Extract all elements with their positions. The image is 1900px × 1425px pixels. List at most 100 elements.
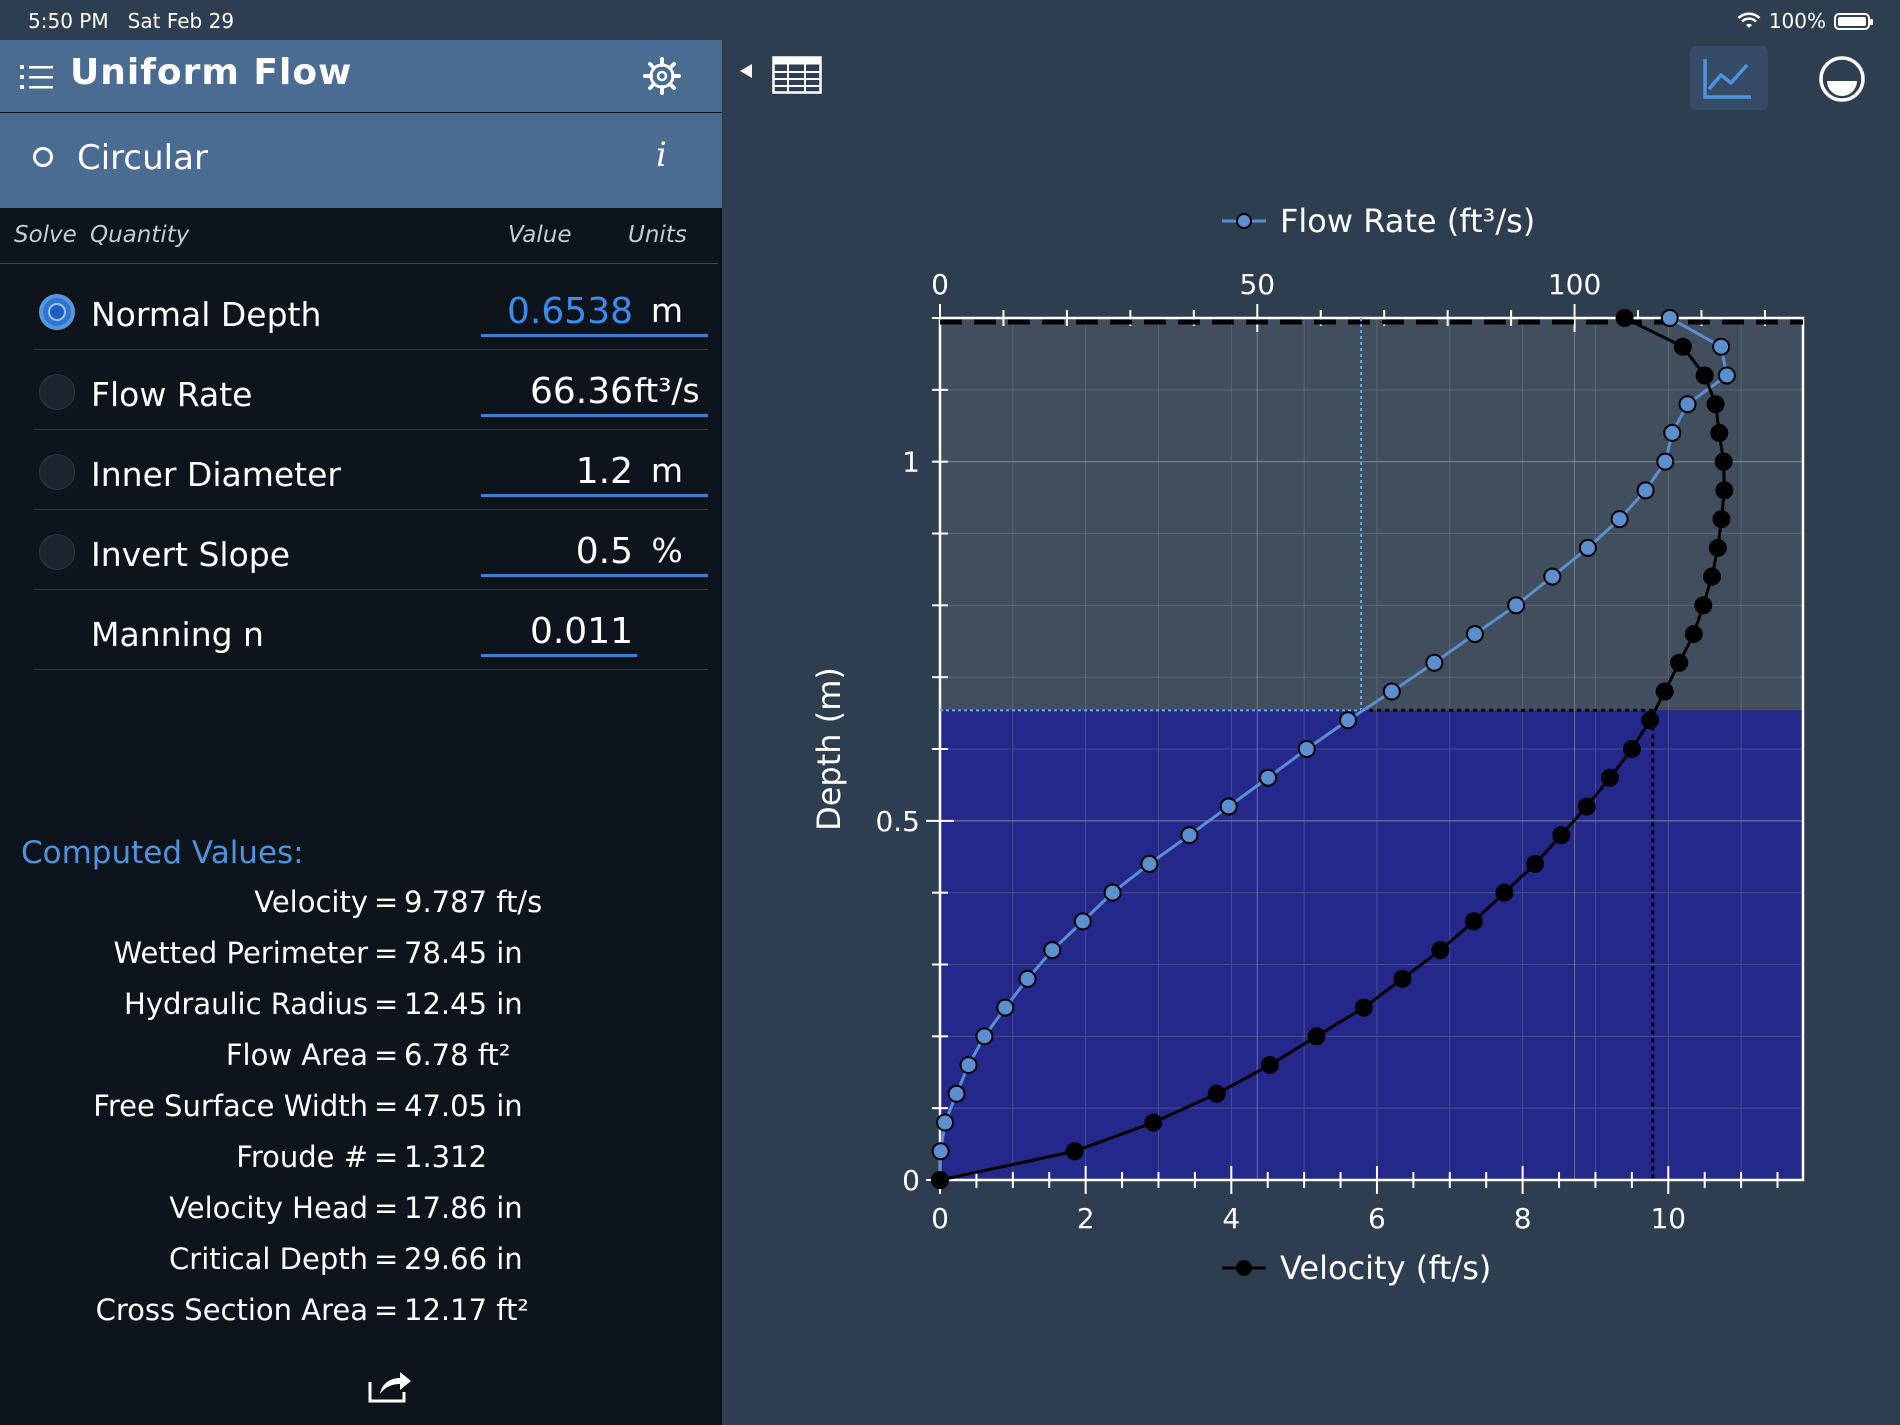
flow-rate-point bbox=[1103, 883, 1122, 902]
velocity-point bbox=[1655, 682, 1674, 701]
circle-shape-icon bbox=[33, 147, 53, 167]
computed-value: 78.45 in bbox=[404, 936, 523, 970]
computed-label: Flow Area bbox=[225, 1038, 368, 1072]
flow-rate-point bbox=[1678, 395, 1697, 414]
flow-rate-point bbox=[1636, 481, 1655, 500]
computed-values-title: Computed Values: bbox=[21, 835, 304, 871]
flow-rate-point bbox=[1465, 625, 1484, 644]
legend-velocity: Velocity (ft/s) bbox=[1222, 1249, 1491, 1287]
flow-rate-point bbox=[931, 1142, 950, 1161]
velocity-point bbox=[1525, 854, 1544, 873]
section-label: Circular bbox=[77, 138, 208, 178]
water-region bbox=[940, 710, 1803, 1180]
row-flow-rate: Flow Rate 66.36 ft³/s bbox=[34, 349, 708, 430]
flow-rate-point bbox=[1663, 423, 1682, 442]
value-field-manning-n[interactable]: 0.011 bbox=[481, 611, 637, 657]
value-field-invert-slope[interactable]: 0.5 bbox=[481, 531, 637, 577]
velocity-point bbox=[1622, 740, 1641, 758]
velocity-point bbox=[1670, 653, 1689, 672]
velocity-point bbox=[1577, 797, 1596, 816]
solve-radio-invert-slope[interactable] bbox=[39, 534, 75, 570]
flow-rate-point bbox=[1259, 768, 1278, 787]
computed-value: 17.86 in bbox=[404, 1191, 523, 1225]
unit-selector-invert-slope[interactable]: % bbox=[626, 531, 708, 577]
flow-rate-point bbox=[1043, 941, 1062, 960]
flow-rate-point bbox=[1543, 567, 1562, 586]
page-title: Uniform Flow bbox=[70, 52, 353, 93]
solve-radio-normal-depth[interactable] bbox=[39, 294, 75, 330]
left-axis-tick-label: 1 bbox=[902, 446, 920, 479]
flow-rate-point bbox=[1656, 452, 1675, 471]
minus-circle-icon[interactable] bbox=[1818, 55, 1866, 103]
top-axis-tick-label: 50 bbox=[1239, 268, 1275, 301]
flow-rate-point bbox=[1339, 711, 1358, 730]
row-manning-n: Manning n 0.011 bbox=[34, 589, 708, 670]
top-axis-tick-label: 0 bbox=[931, 268, 949, 301]
header-units: Units bbox=[628, 222, 687, 248]
legend-label: Flow Rate (ft³/s) bbox=[1280, 202, 1535, 240]
velocity-point bbox=[1715, 481, 1734, 500]
value-field-flow-rate[interactable]: 66.36 bbox=[481, 371, 637, 417]
chart-view-button[interactable] bbox=[1690, 46, 1768, 110]
flow-rate-point bbox=[1073, 912, 1092, 931]
velocity-point bbox=[1710, 423, 1729, 442]
chart-icon[interactable] bbox=[1701, 55, 1755, 101]
computed-value: 6.78 ft² bbox=[404, 1038, 511, 1072]
velocity-point bbox=[1393, 969, 1412, 988]
flow-rate-point bbox=[936, 1113, 955, 1132]
info-icon[interactable]: i bbox=[656, 135, 667, 175]
calculator-panel: Uniform Flow Circular i Solve Quantity V… bbox=[0, 40, 722, 1425]
flow-rate-point bbox=[975, 1027, 994, 1046]
section-selector[interactable]: Circular i bbox=[0, 113, 722, 208]
table-icon[interactable] bbox=[772, 56, 822, 94]
list-icon[interactable] bbox=[20, 64, 54, 90]
status-date: Sat Feb 29 bbox=[127, 9, 235, 33]
collapse-arrow-icon[interactable] bbox=[738, 62, 754, 80]
velocity-point bbox=[1702, 567, 1721, 586]
flow-rate-point bbox=[1712, 337, 1731, 356]
velocity-point bbox=[1714, 452, 1733, 471]
row-label: Invert Slope bbox=[91, 535, 291, 574]
velocity-point bbox=[1144, 1113, 1163, 1132]
equals-sign: = bbox=[374, 1242, 399, 1276]
top-axis-tick-label: 100 bbox=[1548, 268, 1601, 301]
battery-icon bbox=[1834, 12, 1873, 30]
header-solve: Solve bbox=[14, 222, 77, 248]
flow-rate-point bbox=[1180, 826, 1199, 845]
column-headers: Solve Quantity Value Units bbox=[0, 222, 722, 262]
computed-label: Froude # bbox=[236, 1140, 368, 1174]
flow-rate-point bbox=[959, 1056, 978, 1075]
value-field-inner-diameter[interactable]: 1.2 bbox=[481, 451, 637, 497]
velocity-point bbox=[1673, 337, 1692, 356]
velocity-point bbox=[1065, 1142, 1084, 1161]
velocity-point bbox=[1307, 1027, 1326, 1046]
left-axis-tick-label: 0.5 bbox=[875, 805, 920, 838]
bottom-axis-tick-label: 2 bbox=[1077, 1202, 1095, 1235]
unit-selector-flow-rate[interactable]: ft³/s bbox=[626, 371, 708, 417]
velocity-point bbox=[1615, 309, 1634, 327]
velocity-point bbox=[1695, 366, 1714, 385]
flow-rate-point bbox=[947, 1084, 966, 1103]
velocity-point bbox=[1464, 912, 1483, 931]
bottom-axis-tick-label: 6 bbox=[1368, 1202, 1386, 1235]
battery-percent: 100% bbox=[1768, 9, 1826, 33]
legend-flow-rate: Flow Rate (ft³/s) bbox=[1222, 202, 1535, 240]
gear-icon[interactable] bbox=[643, 57, 681, 95]
solve-radio-flow-rate[interactable] bbox=[39, 374, 75, 410]
title-bar: Uniform Flow bbox=[0, 40, 722, 112]
flow-rate-point bbox=[1610, 510, 1629, 529]
solve-radio-inner-diameter[interactable] bbox=[39, 454, 75, 490]
equals-sign: = bbox=[374, 1038, 399, 1072]
unit-selector-normal-depth[interactable]: m bbox=[626, 291, 708, 337]
row-normal-depth: Normal Depth 0.6538 m bbox=[34, 269, 708, 350]
value-field-normal-depth[interactable]: 0.6538 bbox=[481, 291, 637, 337]
equals-sign: = bbox=[374, 1140, 399, 1174]
legend-marker bbox=[1236, 213, 1252, 229]
legend-label: Velocity (ft/s) bbox=[1280, 1249, 1491, 1287]
row-label: Flow Rate bbox=[91, 375, 253, 414]
computed-label: Velocity Head bbox=[169, 1191, 368, 1225]
flow-rate-point bbox=[1219, 797, 1238, 816]
share-icon[interactable] bbox=[366, 1368, 414, 1404]
velocity-point bbox=[1601, 768, 1620, 787]
unit-selector-inner-diameter[interactable]: m bbox=[626, 451, 708, 497]
